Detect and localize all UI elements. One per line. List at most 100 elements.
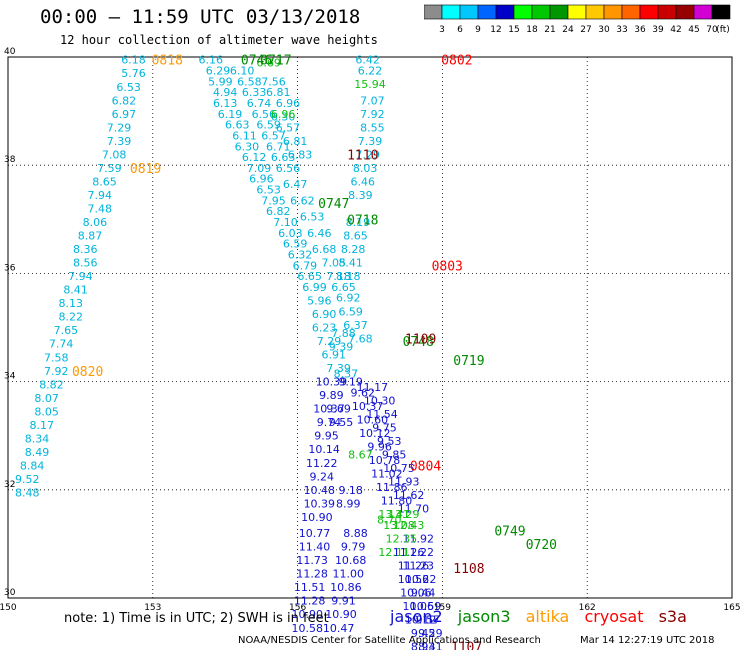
colorbar-label: 42: [670, 25, 681, 35]
wave-height-altika: 6.30: [271, 111, 296, 124]
wave-height-altika: 6.59: [338, 305, 363, 318]
wave-height-jason2: 10.68: [335, 554, 367, 567]
wave-height-altika: 7.10: [273, 216, 298, 229]
wave-height-altika: 7.92: [360, 108, 385, 121]
wave-height-altika: 6.59: [283, 238, 308, 251]
wave-height-jason2: 10.47: [323, 622, 355, 635]
wave-height-jason2: 11.26: [393, 546, 425, 559]
wave-height-altika: 7.58: [44, 351, 69, 364]
track-time-label: 0803: [432, 259, 463, 274]
wave-height-altika: 6.46: [307, 227, 332, 240]
wave-height-jason2: 9.57: [416, 614, 441, 627]
wave-height-altika: 8.48: [15, 487, 40, 500]
wave-height-jason2: 9.19: [338, 376, 363, 389]
wave-height-altika: 8.22: [58, 311, 83, 324]
legend-altika: altika: [525, 607, 570, 626]
wave-height-altika: 7.05: [322, 257, 347, 270]
track-time-label: 0720: [526, 538, 557, 553]
wave-height-altika: 8.05: [34, 405, 59, 418]
wave-height-jason2: 10.06: [403, 600, 435, 613]
wave-height-jason2: 11.80: [381, 495, 413, 508]
wave-height-jason2: 11.51: [294, 581, 326, 594]
wave-height-jason2: 10.59: [410, 600, 442, 613]
x-tick-label: 153: [144, 603, 161, 613]
colorbar-label: 3: [439, 25, 445, 35]
wave-height-altika: 6.63: [225, 119, 250, 132]
colorbar-label: 15: [508, 25, 519, 35]
wave-height-altika: 8.39: [348, 189, 373, 202]
wave-height-jason2: 11.28: [294, 595, 326, 608]
wave-height-jason2: 11.92: [403, 532, 435, 545]
wave-height-altika: 7.65: [54, 324, 79, 337]
wave-height-altika: 8.41: [63, 284, 88, 297]
wave-height-altika: 8.07: [34, 392, 59, 405]
wave-height-altika: 7.29: [317, 335, 342, 348]
wave-height-altika: 4.94: [213, 86, 238, 99]
wave-height-altika: 7.95: [261, 194, 286, 207]
wave-height-altika: 6.71: [266, 140, 291, 153]
colorbar-label: 27: [580, 25, 591, 35]
wave-height-altika: 6.58: [237, 75, 262, 88]
wave-height-jason2: 11.23: [403, 560, 435, 573]
wave-height-altika: 6.97: [112, 108, 137, 121]
wave-height-altika: 6.29: [206, 65, 231, 78]
wave-height-jason3: 12.43: [393, 519, 425, 532]
wave-height-altika: 6.65: [297, 270, 322, 283]
wave-height-altika: 8.19: [346, 216, 371, 229]
colorbar-label: (ft): [716, 25, 730, 35]
wave-height-altika: 7.18: [326, 270, 351, 283]
track-time-label: 1110: [347, 148, 378, 163]
wave-height-altika: 9.52: [15, 473, 40, 486]
wave-height-altika: 6.96: [276, 97, 301, 110]
colorbar-label: 36: [634, 25, 646, 35]
wave-height-altika: 8.56: [73, 257, 98, 270]
wave-height-jason3: 12.35: [386, 532, 418, 545]
wave-height-altika: 6.82: [112, 94, 137, 107]
wave-height-altika: 6.30: [235, 140, 260, 153]
colorbar-label: 18: [526, 25, 538, 35]
wave-height-jason2: 10.12: [359, 427, 391, 440]
wave-height-jason2: 10.90: [325, 608, 357, 621]
wave-height-altika: 6.79: [293, 259, 318, 272]
wave-height-jason2: 9.62: [351, 386, 376, 399]
track-time-label: 0749: [494, 524, 525, 539]
wave-height-altika: 6.12: [242, 151, 267, 164]
x-tick-label: 162: [579, 603, 596, 613]
wave-height-altika: 8.34: [25, 432, 50, 445]
track-time-label: 0804: [410, 459, 441, 474]
wave-height-altika: 6.42: [355, 54, 380, 67]
wave-height-jason3: 13.29: [388, 508, 420, 521]
wave-height-altika: 7.09: [247, 162, 272, 175]
wave-height-jason2: 11.02: [371, 468, 403, 481]
wave-height-jason2: 9.95: [314, 430, 339, 443]
y-tick-label: 32: [4, 480, 15, 490]
colorbar-label: 21: [544, 25, 555, 35]
wave-height-altika: 8.03: [353, 162, 378, 175]
wave-height-jason2: 8.88: [343, 527, 368, 540]
wave-height-altika: 9.39: [329, 340, 354, 353]
wave-height-altika: 6.99: [302, 281, 327, 294]
colorbar-swatch: [711, 4, 731, 20]
wave-height-altika: 6.10: [230, 65, 255, 78]
wave-height-altika: 8.06: [83, 216, 108, 229]
legend-jason2: jason2: [390, 607, 443, 626]
wave-height-jason2: 9.44: [411, 587, 436, 600]
wave-height-jason2: 10.77: [299, 527, 331, 540]
wave-height-altika: 7.48: [87, 202, 112, 215]
wave-height-altika: 6.37: [343, 319, 368, 332]
wave-height-altika: 6.63: [271, 151, 296, 164]
wave-height-jason2: 11.00: [333, 568, 365, 581]
wave-height-jason2: 8.41: [418, 641, 443, 650]
wave-height-altika: 6.74: [247, 97, 272, 110]
wave-height-jason3: 6.96: [271, 108, 296, 121]
wave-height-altika: 6.23: [312, 322, 337, 335]
wave-height-altika: 6.16: [198, 54, 223, 67]
wave-height-altika: 6.81: [283, 135, 308, 148]
wave-height-altika: 7.29: [355, 148, 380, 161]
wave-height-altika: 8.37: [334, 367, 359, 380]
colorbar-label: 6: [457, 25, 463, 35]
wave-height-jason2: 11.22: [403, 546, 435, 559]
wave-height-altika: 7.56: [261, 75, 286, 88]
wave-height-jason3: 8.70: [377, 514, 402, 527]
wave-height-altika: 6.53: [300, 211, 325, 224]
